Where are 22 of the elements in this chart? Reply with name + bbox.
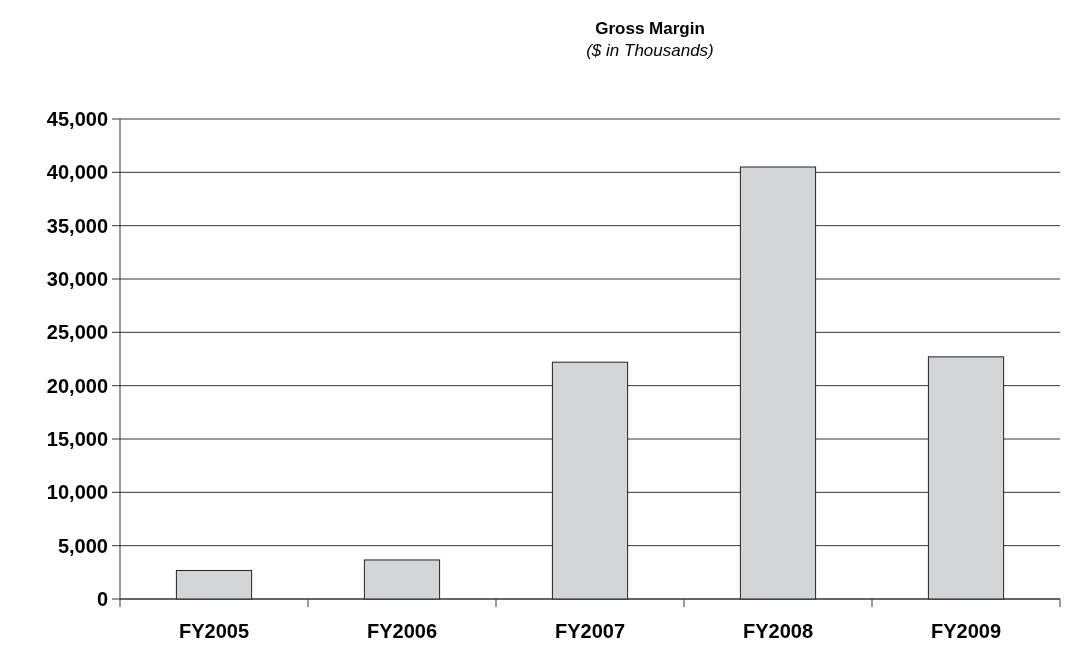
x-tick-label: FY2005 xyxy=(178,620,250,642)
x-tick-label: FY2009 xyxy=(930,620,1002,642)
y-tick-label: 10,000 xyxy=(46,481,108,504)
bar xyxy=(363,559,441,600)
y-tick-label: 0 xyxy=(96,588,108,610)
bar xyxy=(927,356,1005,600)
y-tick-label: 40,000 xyxy=(46,161,108,184)
y-tick-label: 30,000 xyxy=(46,268,108,290)
y-tick-label: 5,000 xyxy=(57,534,108,557)
x-tick-label: FY2008 xyxy=(742,620,814,642)
chart-subtitle: ($ in Thousands) xyxy=(586,41,714,60)
y-tick-label: 20,000 xyxy=(46,374,108,397)
x-tick-label: FY2006 xyxy=(366,620,438,642)
bar xyxy=(739,166,817,600)
chart-title: Gross Margin xyxy=(595,19,705,38)
y-tick-label: 15,000 xyxy=(46,428,108,450)
x-tick-label: FY2007 xyxy=(554,620,626,642)
bar xyxy=(175,570,253,600)
bar xyxy=(551,361,629,600)
y-tick-label: 35,000 xyxy=(46,214,108,237)
y-tick-label: 45,000 xyxy=(46,108,108,130)
y-tick-label: 25,000 xyxy=(46,321,108,344)
